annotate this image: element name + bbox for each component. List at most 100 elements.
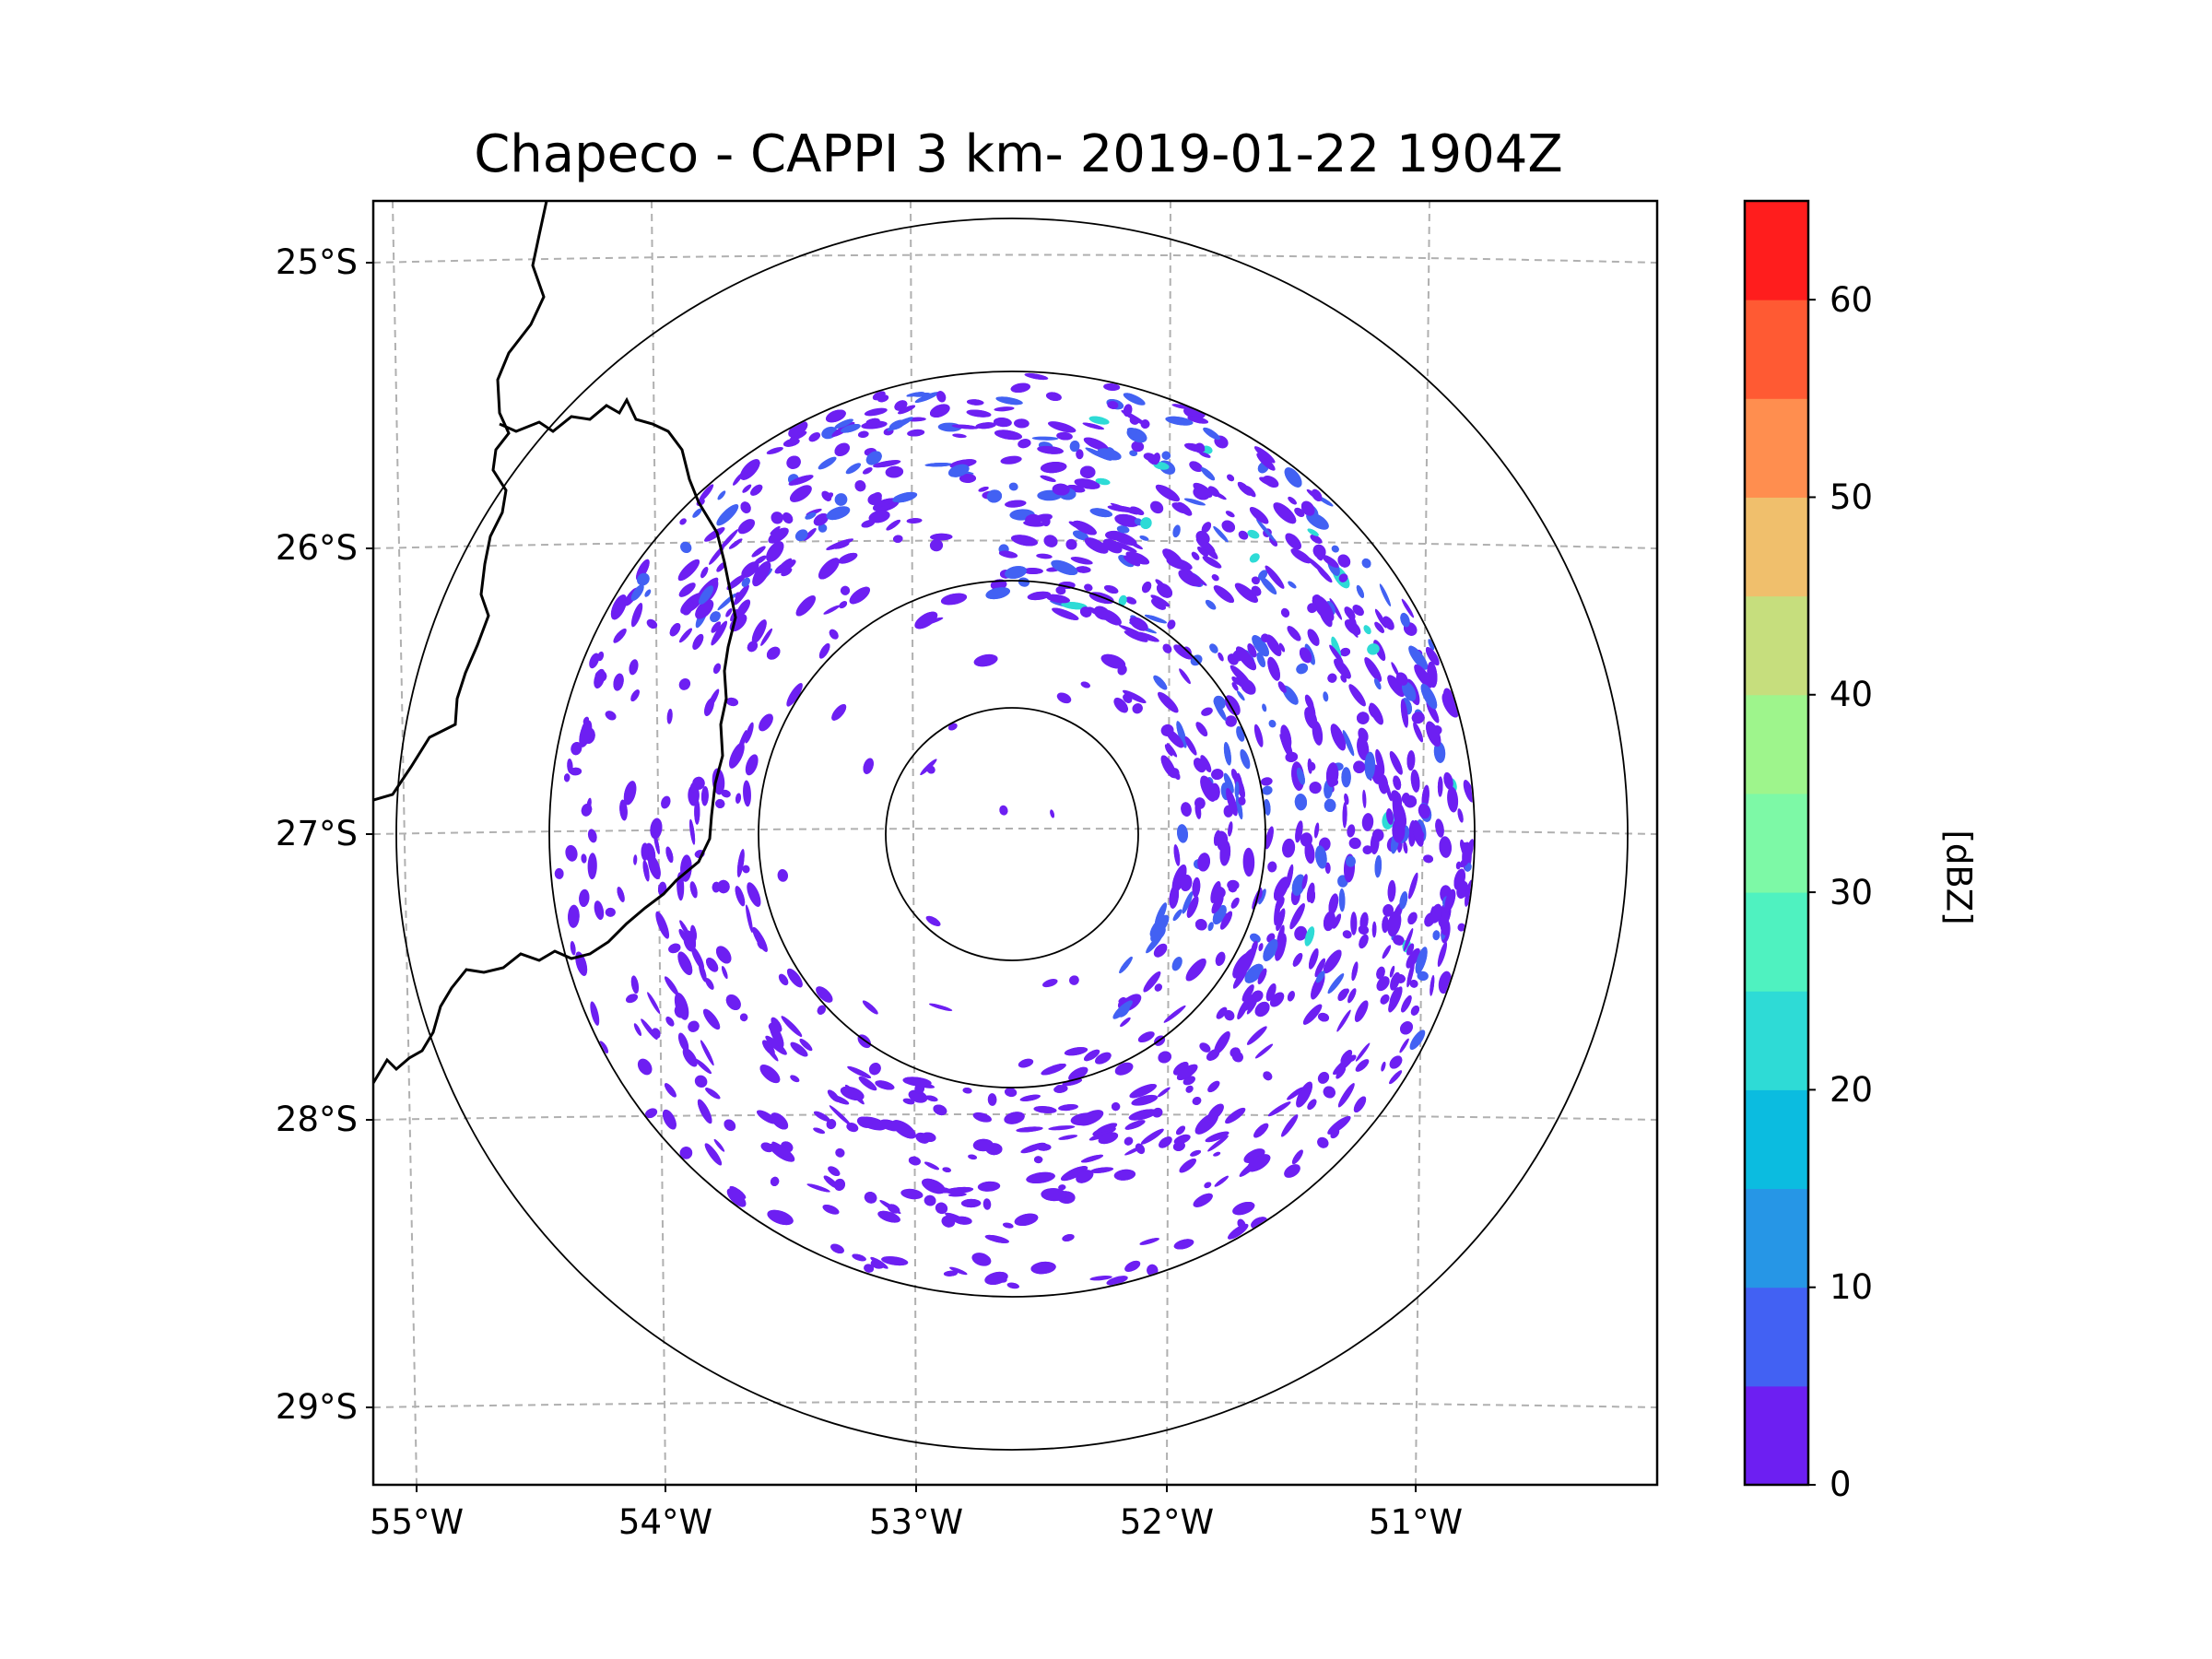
echo-cell: [1361, 558, 1371, 569]
echo-cell: [1165, 416, 1194, 426]
echo-cell: [741, 561, 759, 578]
echo-cell: [1296, 663, 1309, 675]
lon-label-55: 55°W: [369, 1502, 465, 1542]
echo-cell: [1295, 820, 1303, 843]
echo-cell: [1331, 545, 1339, 553]
echo-cell: [1307, 758, 1312, 774]
echo-cell: [1299, 647, 1312, 664]
echo-cell: [781, 1016, 803, 1037]
echo-cell: [1214, 1175, 1229, 1187]
echo-cell: [1343, 988, 1349, 996]
echo-cell: [711, 620, 728, 646]
echo-cell: [619, 799, 628, 821]
echo-cell: [1209, 643, 1218, 653]
echo-cell: [1037, 445, 1064, 454]
echo-cell: [1154, 902, 1167, 927]
echo-cell: [1296, 1081, 1312, 1108]
echo-cell: [665, 976, 679, 996]
echo-cell: [581, 853, 587, 864]
echo-cell: [733, 473, 743, 486]
lat-label-29: 29°S: [275, 1387, 358, 1427]
echo-cell: [1374, 678, 1382, 690]
echo-cell: [1201, 522, 1212, 534]
echo-cell: [924, 1194, 936, 1206]
echo-cell: [1093, 606, 1111, 620]
echo-cell: [669, 623, 681, 637]
echo-cell: [1309, 889, 1316, 904]
echo-cell: [666, 708, 673, 724]
echo-cell: [1413, 722, 1424, 743]
echo-cell: [862, 466, 873, 475]
echo-cell: [626, 994, 638, 1004]
echo-cell: [994, 406, 1015, 412]
echo-cell: [1050, 809, 1054, 818]
echo-cell: [1102, 538, 1123, 554]
echo-cell: [762, 1040, 775, 1055]
echo-cell: [1261, 633, 1270, 642]
echo-cell: [1304, 841, 1315, 865]
echo-cell: [1435, 818, 1444, 838]
echo-cell: [665, 1016, 675, 1027]
echo-cell: [825, 409, 846, 423]
echo-cell: [778, 973, 789, 986]
lon-label-54: 54°W: [618, 1502, 713, 1542]
echo-cell: [1288, 581, 1297, 589]
echo-cell: [805, 512, 817, 520]
echo-cell: [1191, 551, 1200, 560]
echo-cell: [1341, 767, 1351, 788]
echo-cell: [935, 1202, 948, 1215]
echo-cell: [1247, 1154, 1271, 1172]
echo-cell: [1213, 525, 1229, 543]
echo-cell: [725, 608, 733, 618]
echo-cell: [1201, 707, 1213, 716]
echo-cell: [1361, 813, 1374, 831]
echo-cell: [613, 628, 627, 643]
echo-cell: [1355, 1042, 1371, 1062]
echo-cell: [766, 541, 784, 562]
echo-cell: [1457, 808, 1464, 823]
echo-cell: [858, 1076, 877, 1091]
echo-cell: [940, 593, 968, 606]
echo-cell: [633, 1023, 641, 1036]
echo-cell: [1375, 748, 1385, 775]
echo-cell: [757, 940, 763, 949]
echo-cell: [1417, 971, 1429, 982]
echo-cell: [818, 456, 837, 470]
echo-cell: [1171, 768, 1180, 779]
echo-cell: [1455, 861, 1462, 870]
colorbar-frame: [1743, 199, 1810, 1487]
echo-cell: [1304, 926, 1315, 947]
echo-cell: [1243, 1148, 1265, 1164]
echo-cell: [678, 677, 691, 690]
echo-cell: [1277, 681, 1287, 693]
echo-cell: [741, 577, 750, 587]
echo-cell: [1323, 911, 1335, 932]
echo-cell: [787, 968, 803, 988]
echo-cell: [1323, 949, 1342, 974]
echo-cell: [1237, 690, 1245, 701]
echo-cell: [1253, 724, 1264, 747]
echo-cell: [1399, 891, 1408, 910]
echo-cell: [565, 844, 578, 862]
colorbar-segment: [1745, 497, 1808, 597]
echo-cell: [1281, 1114, 1299, 1137]
echo-cell: [1207, 1103, 1224, 1121]
echo-cell: [861, 520, 876, 528]
colorbar-segment: [1745, 991, 1808, 1090]
echo-cell: [834, 493, 848, 506]
echo-cell: [887, 1204, 900, 1214]
echo-cell: [982, 1198, 992, 1210]
echo-cell: [641, 842, 649, 861]
echo-cell: [1357, 712, 1370, 724]
echo-cell: [1180, 874, 1193, 891]
echo-cell: [1107, 505, 1136, 512]
echo-cell: [1315, 971, 1325, 983]
echo-cell: [1389, 987, 1400, 1006]
echo-cell: [1213, 1151, 1221, 1157]
echo-cell: [1022, 567, 1043, 575]
echo-cell: [943, 1270, 958, 1277]
echo-cell: [1036, 553, 1053, 559]
echo-cell: [1251, 585, 1262, 596]
echo-cell: [1401, 598, 1414, 618]
echo-cell: [700, 786, 709, 806]
